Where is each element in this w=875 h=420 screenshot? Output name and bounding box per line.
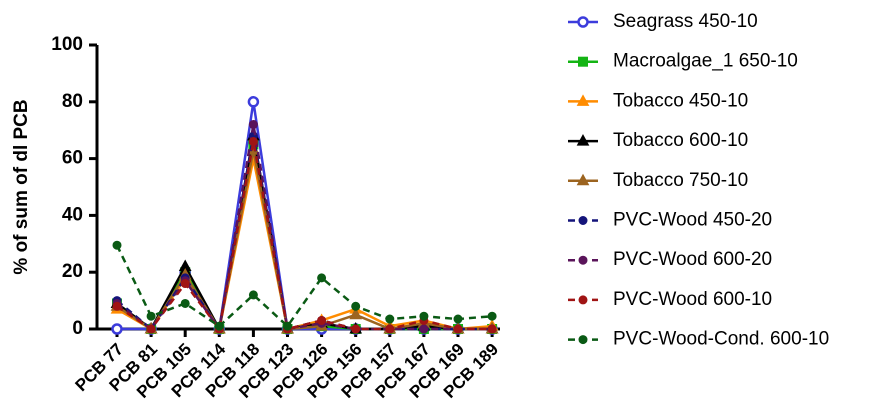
data-point — [283, 321, 292, 331]
y-tick-label: 20 — [62, 261, 83, 282]
series-line — [116, 149, 493, 333]
data-point — [112, 301, 122, 311]
data-point — [453, 314, 463, 324]
data-point — [146, 311, 156, 321]
data-point — [146, 324, 156, 334]
legend-marker — [578, 56, 588, 67]
legend-label: Macroalgae_1 650-10 — [613, 51, 798, 72]
legend-marker — [578, 216, 588, 225]
data-point — [248, 120, 258, 130]
data-point — [487, 324, 497, 334]
data-point — [419, 324, 429, 334]
legend-marker — [577, 16, 589, 28]
legend-marker — [578, 335, 588, 345]
legend-label: Tobacco 750-10 — [613, 170, 748, 191]
series-line — [115, 244, 493, 329]
series-line — [116, 141, 493, 333]
legend-label: PVC-Wood 600-20 — [613, 249, 772, 270]
legend-marker — [576, 134, 590, 146]
data-point — [351, 301, 361, 311]
data-point — [317, 273, 327, 283]
y-tick-label: 80 — [62, 91, 83, 112]
y-axis-label: % of sum of dl PCB — [11, 99, 32, 274]
legend-label: PVC-Wood 450-20 — [613, 210, 772, 231]
legend-marker — [576, 94, 590, 106]
data-point — [487, 311, 497, 321]
legend-marker — [578, 295, 588, 305]
legend-marker — [576, 173, 590, 186]
legend-label: PVC-Wood 600-10 — [613, 289, 772, 310]
data-point — [214, 321, 224, 331]
data-point — [247, 96, 260, 108]
data-point — [349, 307, 363, 320]
y-tick-label: 0 — [72, 318, 83, 339]
data-point — [385, 324, 395, 334]
legend-marker — [578, 255, 588, 265]
data-point — [248, 290, 258, 300]
legend-label: PVC-Wood-Cond. 600-10 — [613, 329, 829, 350]
legend-label: Tobacco 450-10 — [613, 90, 748, 111]
data-point — [317, 315, 327, 325]
data-point — [248, 137, 258, 147]
legend-label: Seagrass 450-10 — [613, 11, 758, 32]
data-point — [385, 314, 395, 324]
data-point — [453, 324, 463, 334]
data-point — [112, 240, 122, 250]
series-line — [116, 124, 493, 333]
y-tick-label: 100 — [51, 34, 83, 55]
legend-label: Tobacco 600-10 — [613, 130, 748, 151]
data-point — [180, 298, 190, 308]
data-point — [111, 323, 123, 335]
data-point — [180, 279, 190, 289]
y-tick-label: 60 — [62, 148, 83, 169]
data-point — [419, 311, 429, 321]
y-tick-label: 40 — [62, 204, 83, 225]
data-point — [351, 324, 361, 334]
